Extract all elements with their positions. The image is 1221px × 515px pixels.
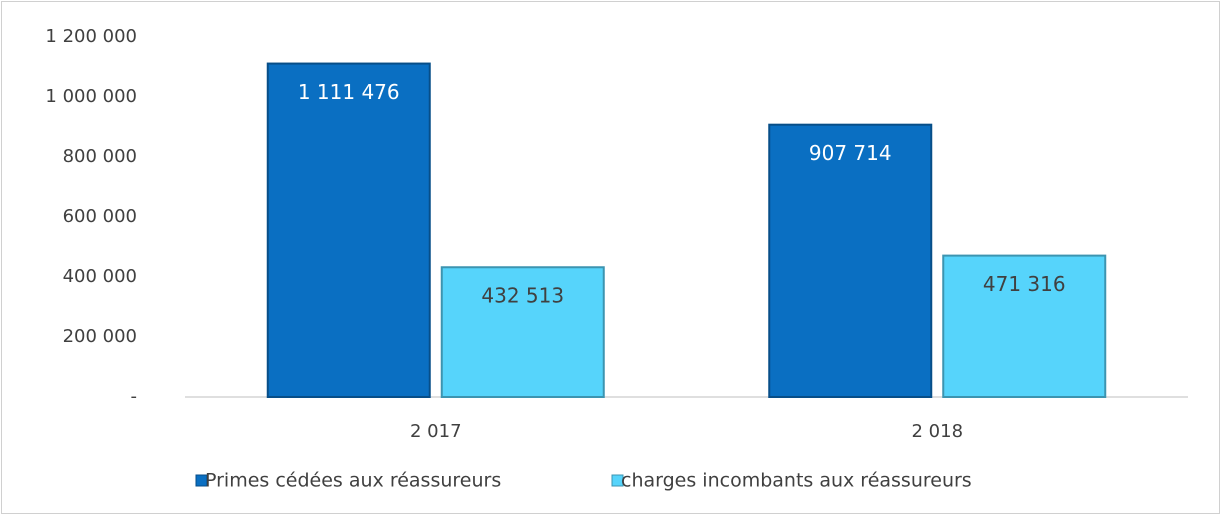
- legend-swatch: [195, 474, 208, 487]
- y-tick-label: 800 000: [63, 146, 137, 167]
- y-tick-label: 1 200 000: [45, 26, 137, 47]
- value-label: 471 316: [983, 272, 1066, 296]
- bar: [942, 254, 1107, 398]
- legend-label: Primes cédées aux réassureurs: [205, 470, 501, 492]
- y-tick-label: 1 000 000: [45, 86, 137, 107]
- y-tick-label: -: [131, 386, 138, 407]
- bar: [266, 62, 431, 399]
- value-label: 432 513: [481, 284, 564, 308]
- legend-label: charges incombants aux réassureurs: [621, 470, 972, 492]
- y-tick-label: 400 000: [63, 266, 137, 287]
- x-tick-label: 2 018: [911, 421, 963, 442]
- x-tick-label: 2 017: [410, 421, 462, 442]
- value-label: 907 714: [809, 141, 892, 165]
- bar: [440, 266, 605, 398]
- y-tick-label: 200 000: [63, 326, 137, 347]
- y-tick-label: 600 000: [63, 206, 137, 227]
- bar: [768, 123, 933, 399]
- legend-swatch: [611, 474, 624, 487]
- value-label: 1 111 476: [298, 80, 400, 104]
